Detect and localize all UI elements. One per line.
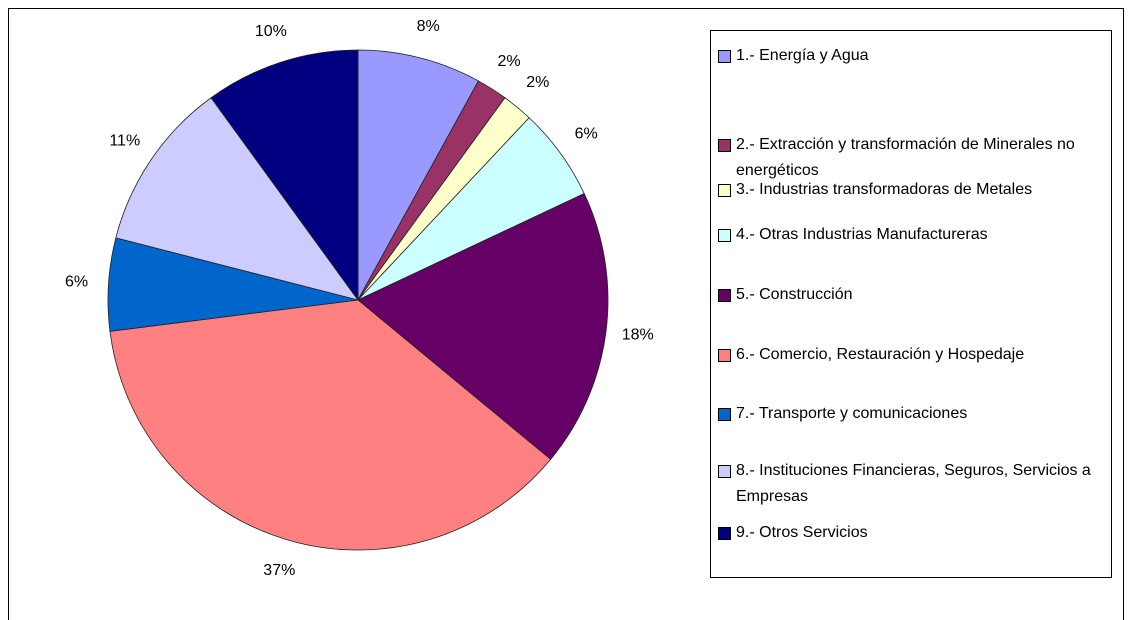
data-label: 6%	[575, 125, 598, 142]
legend-swatch	[718, 465, 731, 478]
legend-swatch	[718, 50, 731, 63]
legend-label: 6.- Comercio, Restauración y Hospedaje	[736, 346, 1025, 363]
legend-entry: 7.- Transporte y comunicaciones	[718, 401, 1110, 427]
legend-label: 4.- Otras Industrias Manufactureras	[736, 226, 988, 243]
legend-entry: 8.- Instituciones Financieras, Seguros, …	[718, 458, 1110, 510]
legend-entry: 2.- Extracción y transformación de Miner…	[718, 132, 1110, 184]
legend-label: 8.- Instituciones Financieras, Seguros, …	[736, 462, 1091, 505]
data-label: 18%	[622, 327, 654, 344]
data-label: 2%	[498, 53, 521, 70]
pie-slice	[109, 299, 552, 551]
legend-swatch	[718, 139, 731, 152]
pie-slice	[357, 193, 609, 460]
legend-label: 9.- Otros Servicios	[736, 524, 868, 541]
data-label: 37%	[263, 562, 295, 579]
legend-swatch	[718, 289, 731, 302]
legend-swatch	[718, 349, 731, 362]
legend-entry: 4.- Otras Industrias Manufactureras	[718, 222, 1110, 248]
legend-label: 7.- Transporte y comunicaciones	[736, 405, 968, 422]
legend-swatch	[718, 184, 731, 197]
legend-label: 5.- Construcción	[736, 286, 853, 303]
data-label: 10%	[255, 23, 287, 40]
legend-label: 1.- Energía y Agua	[736, 47, 869, 64]
legend: 1.- Energía y Agua 2.- Extracción y trans…	[710, 30, 1112, 578]
data-label: 11%	[109, 133, 140, 150]
legend-entry: 3.- Industrias transformadoras de Metale…	[718, 177, 1110, 203]
data-label: 2%	[526, 74, 549, 91]
legend-label: 2.- Extracción y transformación de Miner…	[736, 136, 1075, 179]
legend-entry: 6.- Comercio, Restauración y Hospedaje	[718, 342, 1110, 368]
pie-slice	[210, 49, 359, 302]
pie-slice	[357, 49, 479, 301]
legend-entry: 9.- Otros Servicios	[718, 520, 1110, 546]
pie-slice	[115, 97, 359, 301]
legend-label: 3.- Industrias transformadoras de Metale…	[736, 181, 1033, 198]
data-label: 8%	[417, 18, 440, 35]
legend-swatch	[718, 408, 731, 421]
legend-entry: 1.- Energía y Agua	[718, 43, 1110, 69]
chart-frame	[8, 8, 1124, 620]
legend-swatch	[718, 527, 731, 540]
data-label: 6%	[65, 274, 88, 291]
legend-swatch	[718, 229, 731, 242]
legend-entry: 5.- Construcción	[718, 282, 1110, 308]
